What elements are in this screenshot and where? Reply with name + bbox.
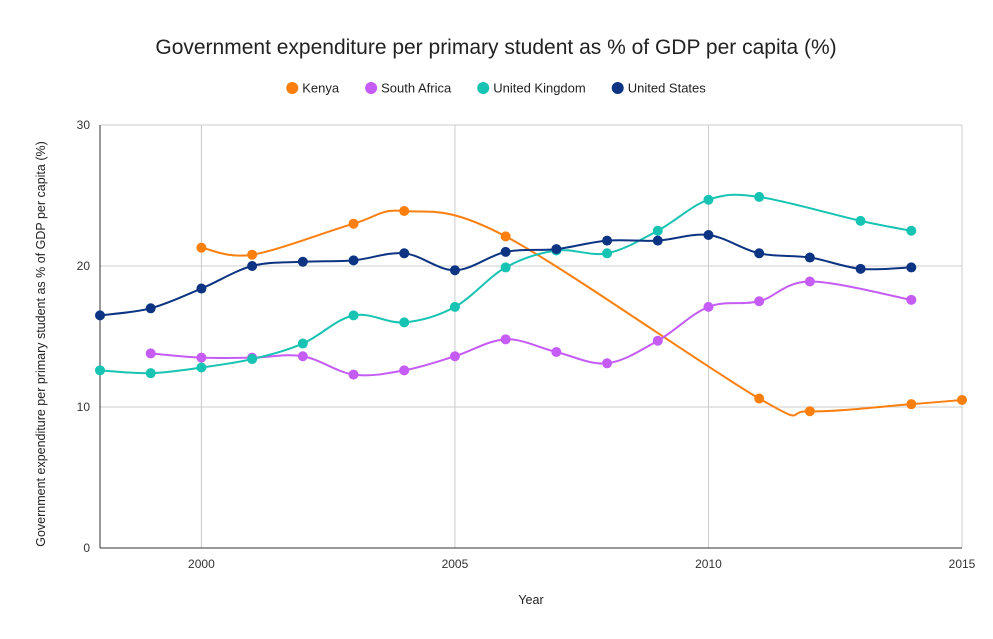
data-point-united-kingdom[interactable] bbox=[855, 215, 866, 226]
legend-marker bbox=[286, 82, 299, 94]
x-tick-label: 2015 bbox=[949, 557, 976, 571]
data-point-united-states[interactable] bbox=[855, 263, 866, 274]
data-point-kenya[interactable] bbox=[247, 249, 258, 260]
data-point-south-africa[interactable] bbox=[703, 301, 714, 312]
data-point-united-kingdom[interactable] bbox=[247, 354, 258, 365]
data-point-south-africa[interactable] bbox=[804, 276, 815, 287]
legend-item[interactable]: United States bbox=[611, 81, 707, 96]
data-point-united-states[interactable] bbox=[449, 265, 460, 276]
data-point-united-kingdom[interactable] bbox=[297, 338, 308, 349]
x-tick-label: 2010 bbox=[695, 557, 722, 571]
data-point-united-states[interactable] bbox=[399, 248, 410, 259]
data-point-united-states[interactable] bbox=[95, 310, 105, 321]
data-point-south-africa[interactable] bbox=[348, 369, 359, 380]
data-point-south-africa[interactable] bbox=[449, 351, 460, 362]
data-point-united-kingdom[interactable] bbox=[196, 362, 207, 373]
legend-label: United States bbox=[628, 81, 707, 96]
chart-title: Government expenditure per primary stude… bbox=[155, 36, 836, 59]
data-point-united-kingdom[interactable] bbox=[95, 365, 105, 376]
data-point-united-kingdom[interactable] bbox=[652, 225, 663, 236]
data-point-kenya[interactable] bbox=[399, 206, 410, 217]
legend-item[interactable]: South Africa bbox=[365, 81, 452, 96]
legend-marker bbox=[611, 82, 624, 94]
data-point-united-states[interactable] bbox=[551, 244, 562, 255]
y-axis-label: Government expenditure per primary stude… bbox=[34, 141, 48, 547]
data-point-kenya[interactable] bbox=[754, 393, 765, 404]
data-point-united-kingdom[interactable] bbox=[754, 191, 765, 202]
data-point-south-africa[interactable] bbox=[500, 334, 511, 345]
data-point-kenya[interactable] bbox=[804, 406, 815, 417]
data-point-united-kingdom[interactable] bbox=[500, 262, 511, 273]
legend-item[interactable]: Kenya bbox=[286, 81, 340, 96]
data-point-united-kingdom[interactable] bbox=[348, 310, 359, 321]
y-tick-label: 0 bbox=[83, 541, 90, 555]
data-point-south-africa[interactable] bbox=[399, 365, 410, 376]
series-line-united-states bbox=[99, 233, 912, 317]
data-point-united-states[interactable] bbox=[145, 303, 156, 314]
data-point-united-kingdom[interactable] bbox=[703, 194, 714, 205]
x-tick-label: 2000 bbox=[188, 557, 215, 571]
chart-legend: Kenya South Africa United Kingdom United St… bbox=[286, 81, 706, 96]
data-point-united-states[interactable] bbox=[602, 235, 613, 246]
data-point-kenya[interactable] bbox=[196, 242, 207, 253]
data-point-united-states[interactable] bbox=[247, 261, 258, 271]
legend-marker bbox=[365, 82, 378, 94]
data-point-united-states[interactable] bbox=[652, 235, 663, 246]
data-point-united-kingdom[interactable] bbox=[449, 301, 460, 312]
chart-series-points bbox=[95, 191, 967, 417]
data-point-south-africa[interactable] bbox=[145, 348, 156, 359]
y-tick-label: 30 bbox=[77, 118, 91, 132]
legend-item[interactable]: United Kingdom bbox=[477, 81, 586, 96]
data-point-united-kingdom[interactable] bbox=[906, 225, 917, 236]
y-tick-label: 20 bbox=[77, 259, 91, 273]
data-point-south-africa[interactable] bbox=[297, 351, 308, 362]
data-point-united-states[interactable] bbox=[297, 256, 308, 267]
data-point-united-kingdom[interactable] bbox=[399, 317, 410, 328]
data-point-united-kingdom[interactable] bbox=[145, 368, 156, 379]
data-point-united-states[interactable] bbox=[703, 229, 714, 240]
chart-gridlines bbox=[100, 124, 963, 549]
data-point-united-states[interactable] bbox=[906, 262, 917, 273]
data-point-south-africa[interactable] bbox=[754, 296, 765, 307]
data-point-south-africa[interactable] bbox=[906, 294, 917, 305]
data-point-kenya[interactable] bbox=[348, 218, 359, 229]
data-point-kenya[interactable] bbox=[906, 399, 917, 410]
data-point-united-states[interactable] bbox=[500, 246, 511, 257]
data-point-kenya[interactable] bbox=[957, 394, 967, 405]
data-point-united-kingdom[interactable] bbox=[602, 248, 613, 259]
x-tick-label: 2005 bbox=[442, 557, 469, 571]
data-point-south-africa[interactable] bbox=[602, 358, 613, 369]
data-point-united-states[interactable] bbox=[196, 283, 207, 294]
chart-series-lines bbox=[99, 193, 963, 417]
legend-label: South Africa bbox=[381, 81, 452, 96]
data-point-south-africa[interactable] bbox=[196, 352, 207, 363]
legend-marker bbox=[477, 82, 490, 94]
x-axis-label: Year bbox=[518, 593, 543, 607]
data-point-united-states[interactable] bbox=[348, 255, 359, 266]
chart-axes: 0 10 20 30 2000 2005 2010 2015 bbox=[77, 118, 976, 571]
series-line-united-kingdom bbox=[99, 193, 912, 375]
legend-label: United Kingdom bbox=[493, 81, 586, 96]
series-line-kenya bbox=[201, 209, 963, 417]
data-point-united-states[interactable] bbox=[804, 252, 815, 263]
data-point-south-africa[interactable] bbox=[551, 347, 562, 358]
legend-label: Kenya bbox=[302, 81, 340, 96]
series-line-south-africa bbox=[150, 280, 912, 377]
data-point-south-africa[interactable] bbox=[652, 335, 663, 346]
data-point-kenya[interactable] bbox=[500, 231, 511, 242]
y-tick-label: 10 bbox=[77, 400, 91, 414]
data-point-united-states[interactable] bbox=[754, 248, 765, 259]
